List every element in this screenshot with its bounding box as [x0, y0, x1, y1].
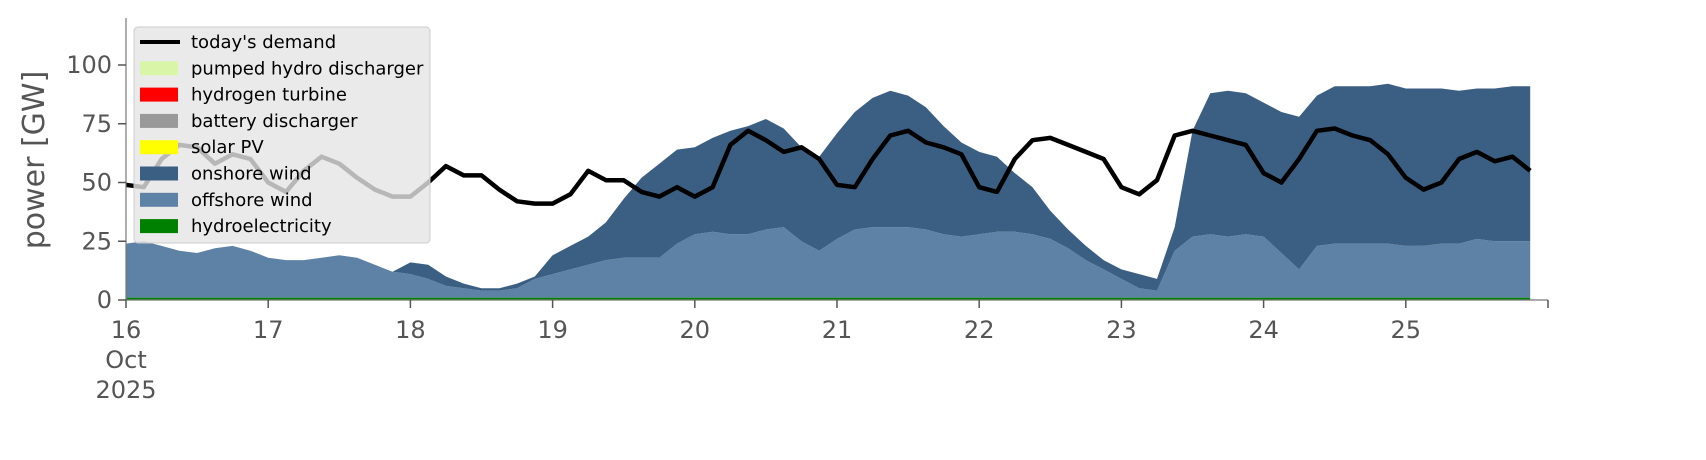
- legend-swatch-hydroelectricity: [140, 219, 178, 234]
- x-tick-label: 23: [1106, 316, 1137, 344]
- x-tick-label: 17: [253, 316, 284, 344]
- legend-label-solar-pv: solar PV: [191, 137, 264, 158]
- y-tick-label: 100: [66, 51, 112, 79]
- y-tick-label: 75: [81, 110, 112, 138]
- x-tick-month-label: Oct: [105, 346, 147, 374]
- x-tick-label: 25: [1391, 316, 1422, 344]
- y-tick-label: 0: [97, 286, 112, 314]
- legend-label-offshore-wind: offshore wind: [191, 190, 313, 211]
- legend-swatch-hydrogen-turbine: [140, 87, 178, 102]
- x-tick-label: 22: [964, 316, 995, 344]
- x-tick-label: 21: [822, 316, 853, 344]
- legend-label-battery-discharger: battery discharger: [191, 111, 358, 132]
- legend-label-onshore-wind: onshore wind: [191, 164, 312, 185]
- y-tick-label: 50: [81, 169, 112, 197]
- legend-label-hydrogen-turbine: hydrogen turbine: [191, 85, 347, 106]
- legend-label-hydroelectricity: hydroelectricity: [191, 216, 332, 237]
- y-axis-title: power [GW]: [17, 71, 52, 250]
- area-onshore-wind: [126, 83, 1531, 291]
- legend: today's demand pumped hydro discharger hyd…: [133, 26, 431, 244]
- legend-label-pumped-hydro-discharger: pumped hydro discharger: [191, 58, 424, 79]
- x-tick-label: 18: [395, 316, 426, 344]
- legend-label-today-s-demand: today's demand: [191, 32, 336, 53]
- legend-swatch-pumped-hydro-discharger: [140, 61, 178, 76]
- x-tick-label: 16: [111, 316, 142, 344]
- x-tick-year-label: 2025: [95, 376, 156, 404]
- x-tick-label: 24: [1248, 316, 1279, 344]
- legend-swatch-battery-discharger: [140, 113, 178, 128]
- legend-swatch-solar-pv: [140, 140, 178, 155]
- legend-box: [133, 26, 431, 244]
- y-tick-label: 25: [81, 227, 112, 255]
- legend-swatch-onshore-wind: [140, 166, 178, 181]
- area-offshore-wind: [126, 227, 1531, 298]
- legend-swatch-offshore-wind: [140, 192, 178, 207]
- x-tick-label: 19: [537, 316, 568, 344]
- x-tick-label: 20: [680, 316, 711, 344]
